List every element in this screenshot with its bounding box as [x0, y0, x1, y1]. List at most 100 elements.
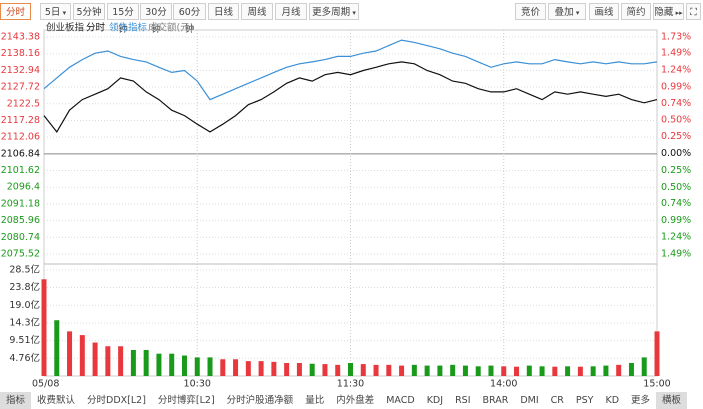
volume-bar: [501, 366, 507, 376]
volume-bar: [284, 362, 290, 376]
volume-bar: [577, 366, 583, 376]
volume-bar: [309, 363, 315, 376]
toolbar-button[interactable]: 周线: [241, 3, 273, 20]
volume-bar: [233, 359, 239, 376]
indicator-tab[interactable]: 分时博弈[L2]: [157, 395, 215, 406]
volume-bar: [539, 366, 545, 376]
volume-bar: [79, 335, 85, 376]
y2-tick-label: 1.24%: [661, 65, 691, 76]
volume-bar: [220, 359, 226, 376]
volume-bar: [245, 361, 251, 376]
indicator-tab[interactable]: 分时沪股通净额: [226, 395, 294, 406]
indicator-tab[interactable]: PSY: [575, 395, 594, 406]
indicator-tab[interactable]: 分时DDX[L2]: [87, 395, 146, 406]
fullscreen-button[interactable]: ⛶: [686, 3, 701, 20]
indicator-tabs: 指标 收费默认 分时DDX[L2] 分时博弈[L2] 分时沪股通净额 量比 内外盘差 MACD…: [0, 392, 688, 409]
volume-bar: [628, 362, 634, 376]
volume-bar: [271, 361, 277, 376]
volume-bar: [130, 349, 136, 376]
indicator-tab[interactable]: DMI: [520, 395, 539, 406]
indicator-tab[interactable]: RSI: [455, 395, 471, 406]
volume-bar: [105, 346, 111, 376]
volume-bar: [590, 366, 596, 376]
volume-bar: [450, 364, 456, 376]
y2-tick-label: 0.25%: [661, 131, 691, 142]
volume-tick-label: 28.5亿: [9, 264, 40, 276]
toolbar-button[interactable]: 叠加 ▾: [548, 3, 586, 20]
chart-title: 创业板指: [46, 22, 85, 34]
volume-bar: [348, 362, 353, 376]
indicator-tab[interactable]: KD: [605, 395, 620, 406]
volume-bar: [641, 357, 647, 376]
dropdown-arrow: ▾: [350, 9, 356, 17]
toolbar-button[interactable]: 画线: [589, 3, 619, 20]
y2-tick-label: 1.24%: [661, 232, 691, 243]
dropdown-arrow: ▾: [60, 9, 67, 17]
y2-tick-label: 0.99%: [661, 81, 691, 92]
y-tick-label: 2138.16: [1, 48, 40, 59]
toolbar-button[interactable]: 日线: [208, 3, 239, 20]
volume-bar: [67, 331, 73, 376]
y2-tick-label: 0.50%: [661, 182, 691, 193]
y2-tick-label: 0.99%: [661, 215, 691, 226]
y-tick-label: 2106.84: [1, 148, 40, 159]
toolbar-button[interactable]: 隐藏 ▸▸: [653, 3, 684, 20]
y-tick-label: 2080.74: [1, 232, 40, 243]
volume-bar: [373, 364, 379, 376]
y2-tick-label: 1.49%: [661, 249, 691, 260]
volume-bar: [552, 366, 558, 376]
indicator-tab[interactable]: BRAR: [482, 395, 509, 406]
volume-bar: [603, 365, 609, 376]
indicator-tab[interactable]: 更多: [631, 395, 651, 406]
indicator-tab[interactable]: 量比: [305, 395, 325, 406]
volume-bar: [169, 353, 175, 376]
legend-entry: 分时: [86, 22, 106, 34]
volume-bar: [386, 364, 392, 376]
volume-bar: [399, 365, 405, 376]
x-tick-label: 10:30: [184, 379, 211, 390]
toolbar-button[interactable]: 月线: [275, 3, 307, 20]
indicator-tab[interactable]: 内外盘差: [336, 395, 375, 406]
volume-tick-label: 23.8亿: [9, 281, 40, 293]
toolbar-button[interactable]: 5分钟: [73, 3, 105, 20]
toolbar-button[interactable]: 简约: [621, 3, 651, 20]
volume-bar: [41, 279, 47, 376]
toolbar-button[interactable]: 更多周期 ▾: [309, 3, 359, 20]
volume-bar: [526, 365, 532, 376]
indicator-tab[interactable]: 指标: [0, 392, 32, 409]
indicator-tab[interactable]: 横板: [656, 392, 688, 409]
volume-bar: [207, 357, 213, 376]
toolbar-button[interactable]: 5日 ▾: [40, 3, 71, 20]
toolbar-button[interactable]: 竞价: [515, 3, 546, 20]
volume-bar: [514, 366, 520, 376]
volume-bar: [92, 342, 98, 376]
indicator-tab[interactable]: MACD: [386, 395, 415, 406]
y2-tick-label: 0.74%: [661, 198, 691, 209]
y-tick-label: 2085.96: [1, 215, 40, 226]
volume-bar: [118, 346, 124, 376]
volume-bar: [654, 331, 660, 376]
x-tick-label: 05/08: [32, 379, 59, 390]
indicator-tab[interactable]: CR: [550, 395, 564, 406]
indicator-tab[interactable]: 收费默认: [37, 395, 76, 406]
price-line: [43, 61, 658, 133]
y-tick-label: 2096.4: [7, 182, 40, 193]
toolbar-button[interactable]: 分时: [0, 3, 31, 20]
volume-tick-label: 14.3亿: [9, 316, 40, 328]
legend-entry: 领先指标: [109, 22, 148, 34]
price-line: [43, 39, 658, 101]
button-icon: ▸▸: [673, 9, 683, 17]
x-tick-label: 15:00: [643, 379, 670, 390]
y-tick-label: 2143.38: [1, 32, 40, 43]
x-tick-label: 14:00: [490, 379, 517, 390]
volume-bar: [411, 364, 417, 376]
volume-bar: [488, 365, 494, 376]
volume-bar: [54, 320, 60, 376]
y2-tick-label: 0.25%: [661, 165, 691, 176]
indicator-tab[interactable]: KDJ: [426, 395, 444, 406]
y-tick-label: 2132.94: [1, 65, 40, 76]
volume-bar: [143, 349, 149, 376]
y2-tick-label: 0.50%: [661, 114, 691, 125]
volume-bar: [156, 353, 162, 376]
y2-tick-label: 1.73%: [661, 32, 691, 43]
